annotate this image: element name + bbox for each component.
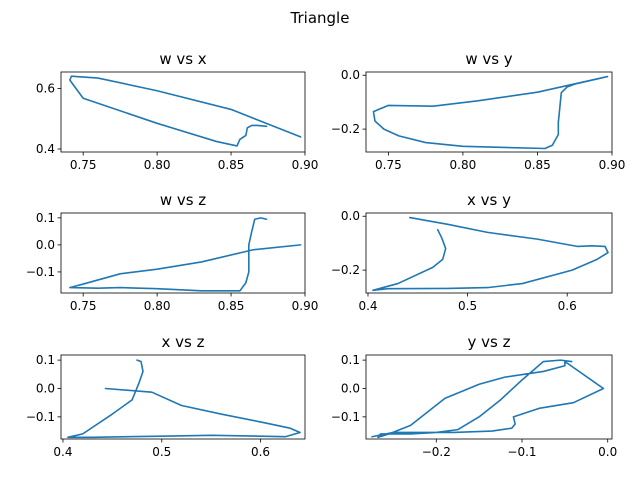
x-tick-label: 0.75 [70,299,97,313]
x-tick-label: −0.1 [507,445,536,459]
y-tick-label: 0.6 [36,82,55,96]
y-tick-label: −0.2 [331,122,360,136]
y-tick-label: 0.0 [36,238,55,252]
y-tick-label: −0.2 [331,263,360,277]
x-tick-label: 0.6 [558,299,577,313]
subplot-title: x vs y [467,191,511,209]
series-line [69,75,302,147]
y-tick-label: 0.0 [341,381,360,395]
y-tick-label: 0.1 [341,353,360,367]
y-tick-label: 0.1 [36,353,55,367]
y-tick-label: 0.4 [36,142,55,156]
x-tick-label: 0.85 [218,158,245,172]
y-tick-label: −0.1 [26,410,55,424]
subplot-6: y vs z −0.2 −0.1 0.0 −0.1 0.0 0.1 [331,333,617,459]
axes-frame [60,71,306,153]
x-tick-label: 0.85 [218,299,245,313]
subplot-title: w vs x [159,50,206,68]
axes-frame [60,354,306,440]
x-tick-label: 0.90 [599,158,626,172]
y-tick-label: −0.1 [331,410,360,424]
series-line [69,217,302,292]
y-tick-label: −0.1 [26,265,55,279]
x-tick-label: 0.85 [524,158,551,172]
subplot-title: w vs z [160,191,206,209]
axes-frame [60,212,306,294]
subplot-title: y vs z [468,333,511,351]
x-tick-label: 0.5 [458,299,477,313]
x-tick-label: 0.6 [251,445,270,459]
subplot-2: w vs y 0.75 0.80 0.85 0.90 −0.2 0.0 [331,50,626,172]
subplot-4: x vs y 0.4 0.5 0.6 −0.2 0.0 [331,191,613,313]
subplot-title: w vs y [465,50,512,68]
series-line [67,359,301,439]
series-line [372,75,609,150]
axes-frame [365,212,613,294]
x-tick-label: 0.0 [598,445,617,459]
x-tick-label: 0.90 [292,299,319,313]
y-tick-label: 0.0 [36,381,55,395]
subplot-grid: w vs x 0.75 0.80 0.85 0.90 0.4 0.6 w vs y 0.75 0.… [26,50,626,459]
x-tick-label: 0.75 [375,158,402,172]
x-tick-label: 0.5 [152,445,171,459]
axes-frame [365,71,613,153]
x-tick-label: 0.80 [450,158,477,172]
x-tick-label: 0.75 [70,158,97,172]
series-line [372,216,609,292]
subplot-3: w vs z 0.75 0.80 0.85 0.90 −0.1 0.0 0.1 [26,191,319,313]
x-tick-label: 0.90 [292,158,319,172]
subplot-title: x vs z [162,333,205,351]
figure-title: Triangle [290,9,350,27]
x-tick-label: 0.4 [53,445,72,459]
x-tick-label: 0.4 [358,299,377,313]
subplot-5: x vs z 0.4 0.5 0.6 −0.1 0.0 0.1 [26,333,306,459]
x-tick-label: −0.2 [422,445,451,459]
x-tick-label: 0.80 [144,158,171,172]
x-tick-label: 0.80 [144,299,171,313]
series-line [371,359,605,439]
y-tick-label: 0.0 [341,68,360,82]
y-tick-label: 0.0 [341,209,360,223]
y-tick-label: 0.1 [36,211,55,225]
axes-frame [365,354,613,440]
subplot-1: w vs x 0.75 0.80 0.85 0.90 0.4 0.6 [36,50,318,172]
